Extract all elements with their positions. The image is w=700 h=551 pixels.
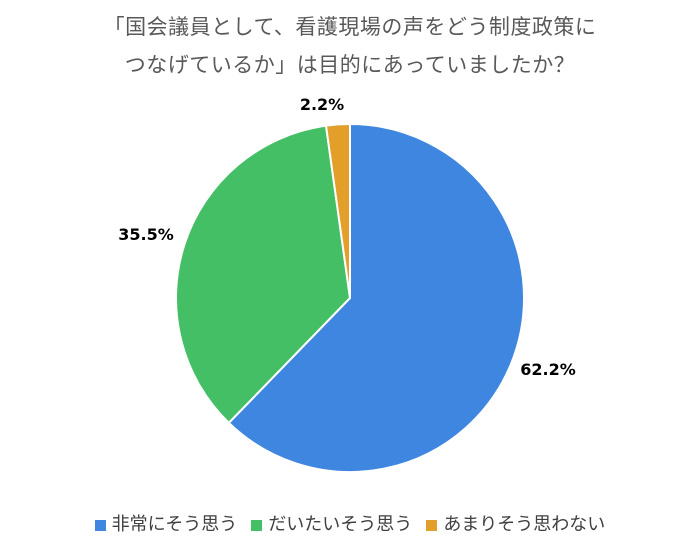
legend-item-2: あまりそう思わない (426, 513, 605, 537)
pie-slice-2 (324, 122, 351, 299)
legend-swatch-2 (426, 519, 438, 531)
legend-item-0: 非常にそう思う (94, 513, 238, 537)
legend-item-1: だいたいそう思う (251, 513, 412, 537)
pie-slice-0 (227, 122, 525, 473)
pie-data-labels: 62.2% 35.5% 2.2% (118, 95, 576, 379)
data-label-0: 62.2% (520, 360, 576, 379)
legend: 非常にそう思う だいたいそう思う あまりそう思わない (0, 513, 700, 537)
chart-title-line-2: つなげているか」は目的にあっていましたか？ (124, 53, 576, 77)
chart-title-line-1: 「国会議員として、看護現場の声をどう制度政策に (103, 15, 597, 39)
data-label-1: 35.5% (118, 225, 174, 244)
pie-slice-1 (175, 124, 352, 425)
data-label-2: 2.2% (300, 95, 344, 114)
legend-label-2: あまりそう思わない (443, 514, 606, 535)
chart-title: 「国会議員として、看護現場の声をどう制度政策に つなげているか」は目的にあってい… (0, 8, 700, 84)
legend-swatch-1 (251, 519, 263, 531)
legend-label-1: だいたいそう思う (268, 514, 413, 535)
legend-label-0: 非常にそう思う (111, 514, 238, 535)
pie-slices (175, 122, 525, 473)
legend-swatch-0 (94, 519, 106, 531)
